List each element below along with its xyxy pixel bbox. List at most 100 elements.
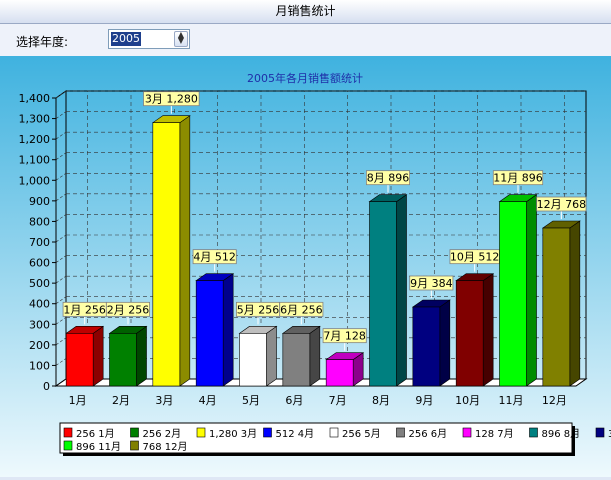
data-label: 8月 896 (367, 172, 410, 185)
legend-swatch (396, 427, 405, 438)
x-tick-label: 11月 (499, 394, 524, 407)
grid-line-side (55, 111, 67, 119)
legend-entry: 1,280 3月 (209, 428, 257, 440)
legend-entry: 256 6月 (409, 428, 448, 440)
grid-line-side (55, 358, 67, 366)
legend-swatch (529, 427, 538, 438)
bar (239, 333, 267, 387)
bar (412, 306, 441, 387)
data-label: 11月 896 (493, 172, 543, 185)
x-tick-label: 12月 (542, 394, 567, 407)
bar (369, 201, 397, 387)
bar-side (179, 115, 191, 387)
data-label-box (492, 170, 544, 186)
bar (455, 280, 484, 387)
data-label-box (106, 301, 151, 317)
bar (109, 333, 137, 387)
x-tick-label: 3月 (155, 394, 173, 407)
legend-swatch (196, 427, 206, 438)
bar (195, 280, 224, 387)
bar-side (266, 325, 277, 387)
legend-swatch (130, 427, 139, 438)
chart-area: 2005年各月销售额统计 0 100 200 300 400 500 600 700 800 900… (0, 56, 611, 477)
grid-line-side (55, 317, 67, 325)
x-tick-label: 2月 (112, 394, 130, 407)
legend-entry: 896 8月 (542, 428, 581, 440)
bar-side (482, 273, 494, 387)
legend-entry: 896 11月 (76, 441, 121, 453)
grid-line-side (55, 131, 67, 140)
grid-line-side (55, 337, 67, 346)
data-label-box (409, 275, 454, 291)
filter-bar: 选择年度: (0, 24, 611, 56)
bar-side (309, 325, 321, 387)
year-value: 2005 (111, 32, 141, 46)
y-tick-label: 900 (29, 195, 50, 208)
data-label-box (279, 301, 324, 317)
data-label: 4月 512 (193, 251, 236, 264)
y-tick-label: 800 (29, 215, 50, 228)
data-label: 9月 384 (410, 277, 453, 290)
grid-line-side (55, 296, 67, 304)
bar (499, 201, 527, 387)
data-label-box (536, 196, 587, 212)
y-tick-label: 400 (29, 298, 50, 311)
legend-entry: 512 4月 (276, 428, 315, 440)
bar (152, 122, 181, 387)
x-tick-label: 9月 (415, 394, 433, 407)
data-label: 7月 128 (323, 330, 366, 343)
legend-swatch (595, 427, 605, 438)
data-label: 12月 768 (537, 198, 587, 211)
legend-entry: 128 7月 (475, 428, 514, 440)
y-tick-label: 0 (43, 380, 50, 393)
window-title: 月销售统计 (0, 0, 611, 24)
grid-line-side (55, 234, 67, 243)
grid-line-side (55, 193, 67, 202)
y-tick-label: 500 (29, 277, 50, 290)
y-tick-label: 1,400 (19, 92, 51, 105)
x-tick-label: 4月 (199, 394, 217, 407)
sales-chart: 2005年各月销售额统计 0 100 200 300 400 500 600 700 800 900… (0, 56, 611, 477)
legend-entry: 768 12月 (143, 441, 188, 453)
year-select[interactable]: 2005 ▲ ▼ (108, 29, 190, 49)
y-tick-label: 700 (29, 236, 50, 249)
grid-line-side (55, 255, 67, 263)
y-tick-label: 1,100 (19, 154, 51, 167)
data-label: 5月 256 (237, 303, 280, 316)
legend-entry: 256 1月 (76, 428, 115, 440)
x-tick-label: 8月 (372, 394, 390, 407)
x-tick-label: 6月 (285, 394, 303, 407)
data-label: 6月 256 (280, 303, 323, 316)
legend-swatch (462, 427, 472, 438)
data-label: 3月 1,280 (145, 93, 198, 106)
grid-line-side (55, 275, 67, 284)
x-tick-label: 1月 (69, 394, 87, 407)
data-label-box (322, 328, 367, 344)
chart-title: 2005年各月销售额统计 (247, 71, 363, 85)
legend-swatch (329, 427, 339, 438)
bar-side (136, 325, 147, 387)
y-tick-label: 100 (29, 359, 50, 372)
y-tick-label: 600 (29, 257, 50, 270)
y-tick-label: 200 (29, 339, 50, 352)
year-label: 选择年度: (16, 35, 69, 49)
y-tick-label: 1,000 (19, 174, 51, 187)
bar-side (526, 194, 537, 387)
legend-swatch (263, 427, 272, 438)
y-tick-label: 300 (29, 318, 50, 331)
data-label-box (192, 249, 237, 265)
legend-box (59, 422, 573, 454)
legend-swatch (130, 440, 139, 451)
legend-swatch (63, 440, 73, 451)
legend-entry: 384 9月 (608, 428, 611, 440)
data-label: 1月 256 (63, 303, 106, 316)
bar-side (222, 273, 234, 387)
spin-arrows-icon[interactable]: ▲ ▼ (174, 31, 188, 47)
grid-line-side (55, 90, 67, 99)
x-tick-label: 5月 (242, 394, 260, 407)
bar (282, 333, 311, 387)
data-label-box (143, 91, 200, 107)
grid-line-side (55, 152, 67, 160)
data-label: 2月 256 (107, 303, 150, 316)
legend-entry: 256 5月 (342, 428, 381, 440)
